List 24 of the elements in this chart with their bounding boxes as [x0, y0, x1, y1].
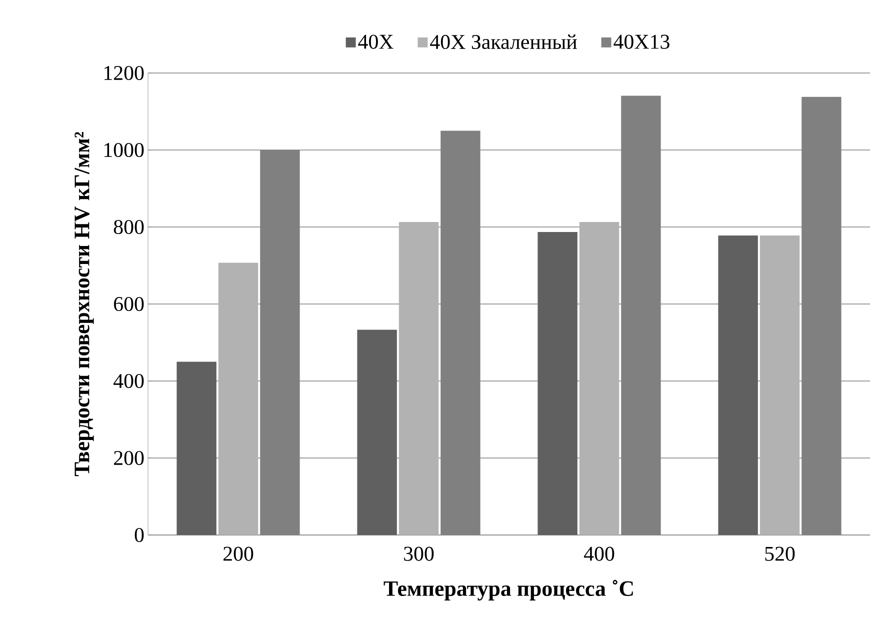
x-tick-label: 200 — [223, 546, 254, 561]
y-tick-label: 1000 — [104, 142, 144, 158]
y-tick-label: 800 — [114, 220, 144, 234]
y-tick-label: 200 — [114, 450, 144, 466]
bar — [398, 222, 439, 535]
legend-label: 40X13 — [614, 34, 670, 49]
bar — [579, 222, 620, 535]
y-tick-label: 0 — [134, 528, 144, 542]
x-tick-label: 400 — [584, 546, 614, 561]
bar — [357, 330, 397, 535]
y-axis-title: Твердости поверхности HV кГ/мм² — [74, 132, 94, 476]
x-tick-label: 520 — [765, 546, 795, 561]
x-axis-title: Температура процесса ˚C — [384, 580, 633, 601]
x-tick-label: 300 — [404, 546, 434, 561]
legend-label: 40X Закаленный — [430, 34, 577, 50]
bar — [718, 235, 758, 535]
y-tick-label: 600 — [114, 296, 144, 312]
bar — [176, 362, 216, 535]
bar — [538, 232, 578, 535]
y-tick-label: 1200 — [104, 66, 144, 80]
y-tick-label: 400 — [114, 374, 144, 388]
bar — [218, 262, 258, 535]
bar — [760, 235, 800, 535]
legend-label: 40X — [358, 34, 394, 49]
